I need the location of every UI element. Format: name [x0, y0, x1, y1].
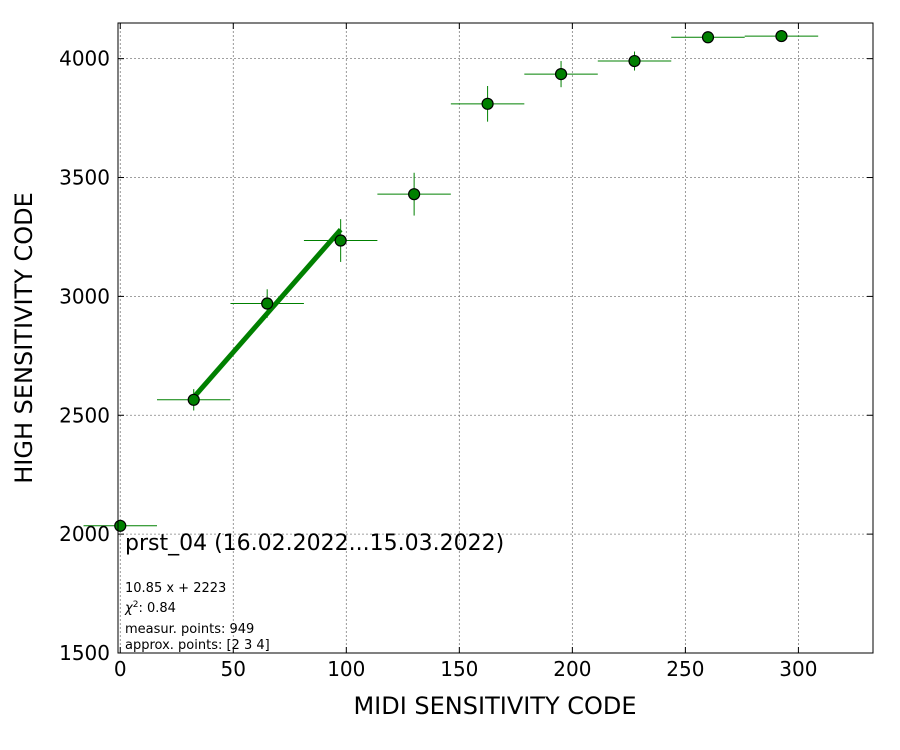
- annotation-approx-points: approx. points: [2 3 4]: [125, 638, 270, 653]
- data-point: [114, 519, 127, 532]
- data-point: [554, 68, 568, 81]
- y-axis-label: HIGH SENSITIVITY CODE: [10, 192, 38, 484]
- grid: [118, 23, 873, 654]
- data-point: [481, 97, 494, 110]
- chi-value: : 0.84: [138, 601, 175, 616]
- y-tick-label: 3000: [59, 284, 110, 308]
- y-tick-label: 2500: [59, 403, 110, 427]
- x-tick-label: 300: [779, 657, 817, 681]
- annotation-chi: χ2: 0.84: [124, 600, 176, 616]
- annotation-equation: 10.85 x + 2223: [125, 581, 226, 596]
- chi-symbol: χ: [124, 601, 134, 616]
- x-axis-label: MIDI SENSITIVITY CODE: [353, 692, 636, 720]
- data-point: [628, 54, 641, 68]
- y-tick-label: 4000: [59, 47, 110, 71]
- data-point: [775, 29, 788, 43]
- y-tick-label: 3500: [59, 166, 110, 190]
- data-point: [261, 297, 274, 310]
- x-tick-label: 100: [327, 657, 365, 681]
- x-tick-label: 50: [221, 657, 246, 681]
- data-point: [334, 234, 347, 247]
- chi-power: 2: [133, 600, 139, 610]
- annotation-measur-points: measur. points: 949: [125, 622, 254, 637]
- plot-frame: [117, 22, 874, 654]
- y-tick-label: 1500: [59, 641, 110, 665]
- annotation-main: prst_04 (16.02.2022...15.03.2022): [125, 531, 504, 556]
- data-point: [701, 31, 715, 44]
- data-points: [83, 29, 819, 532]
- x-tick-label: 200: [553, 657, 591, 681]
- x-tick-label: 250: [666, 657, 704, 681]
- axis-ticks: 0 50 100 150 200 250 300 1500 2000 2500 3000 3500 40…: [59, 23, 873, 681]
- data-point: [408, 188, 421, 201]
- x-tick-label: 150: [440, 657, 478, 681]
- y-tick-label: 2000: [59, 522, 110, 546]
- x-tick-label: 0: [114, 657, 127, 681]
- data-point: [187, 393, 200, 406]
